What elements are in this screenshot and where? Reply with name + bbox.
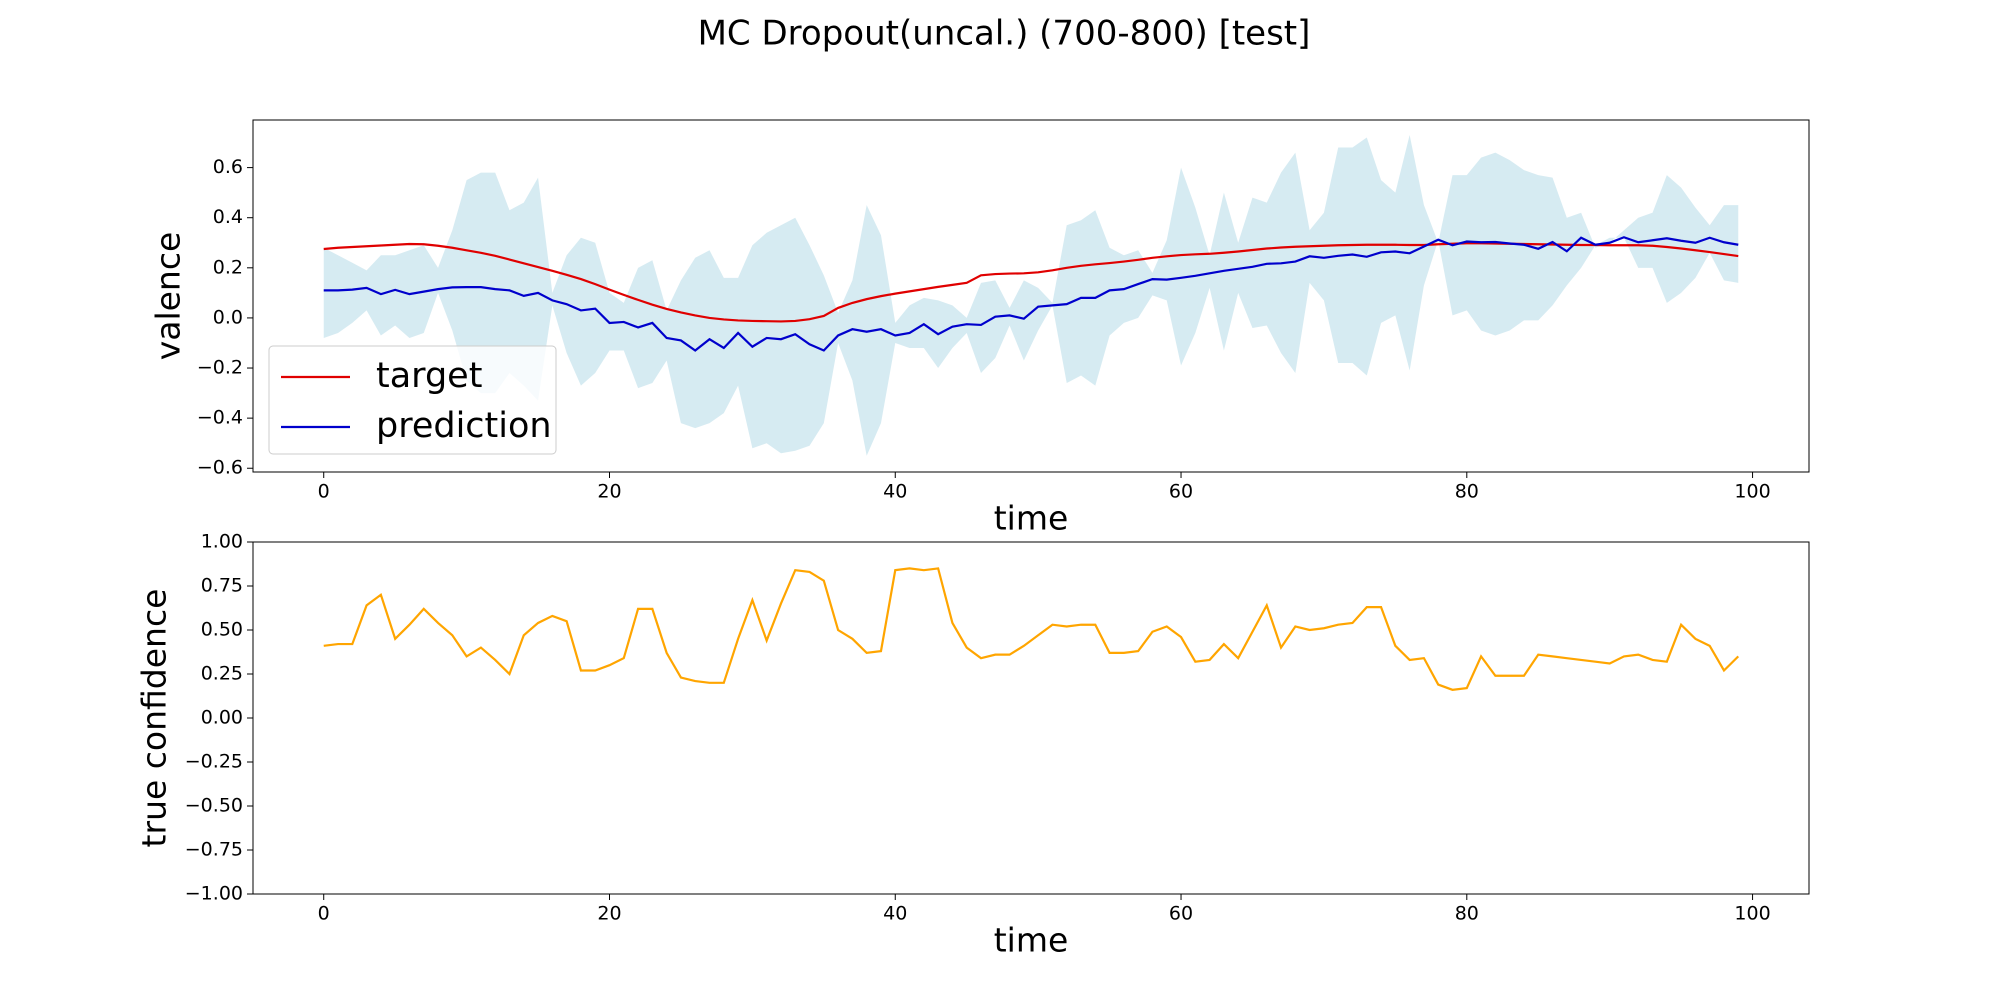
x-axis-label: time (994, 499, 1069, 538)
y-tick-label: 0.2 (213, 256, 243, 278)
y-tick-label: −0.75 (185, 839, 243, 861)
x-tick-label: 100 (1734, 481, 1770, 503)
figure-title: MC Dropout(uncal.) (700-800) [test] (698, 14, 1311, 54)
y-tick-label: 0.6 (213, 156, 243, 178)
y-tick-label: 1.00 (201, 531, 243, 553)
x-tick-label: 20 (597, 903, 621, 925)
x-tick-label: 40 (883, 903, 907, 925)
series-line (323, 567, 1740, 691)
y-tick-label: 0.0 (213, 306, 243, 328)
y-tick-label: −0.25 (185, 751, 243, 773)
y-tick-label: −0.2 (197, 357, 243, 379)
x-tick-label: 0 (318, 481, 330, 503)
x-tick-label: 60 (1169, 903, 1193, 925)
legend-label: target (376, 356, 482, 396)
x-tick-label: 80 (1455, 481, 1479, 503)
y-tick-label: 0.00 (201, 707, 243, 729)
y-tick-label: 0.25 (201, 663, 243, 685)
x-tick-label: 0 (318, 903, 330, 925)
x-tick-label: 20 (597, 481, 621, 503)
plot-area (323, 135, 1739, 456)
x-tick-label: 40 (883, 481, 907, 503)
series-line (323, 236, 1739, 352)
axes-frame (252, 119, 1810, 473)
x-tick-label: 60 (1169, 481, 1193, 503)
y-axis-label: valence (149, 232, 188, 361)
axes-frame (252, 541, 1810, 895)
x-axis-label: time (994, 921, 1069, 960)
legend-label: prediction (376, 406, 552, 446)
uncertainty-band (323, 135, 1739, 456)
y-tick-label: 0.50 (201, 619, 243, 641)
y-axis-label: true confidence (135, 589, 174, 848)
y-tick-label: −0.6 (197, 457, 243, 479)
plot-area (323, 567, 1740, 691)
y-tick-label: −1.00 (185, 883, 243, 905)
y-tick-label: 0.4 (213, 206, 243, 228)
y-tick-label: −0.50 (185, 795, 243, 817)
y-tick-label: 0.75 (201, 575, 243, 597)
x-tick-label: 80 (1455, 903, 1479, 925)
x-tick-label: 100 (1734, 903, 1770, 925)
y-tick-label: −0.4 (197, 407, 243, 429)
